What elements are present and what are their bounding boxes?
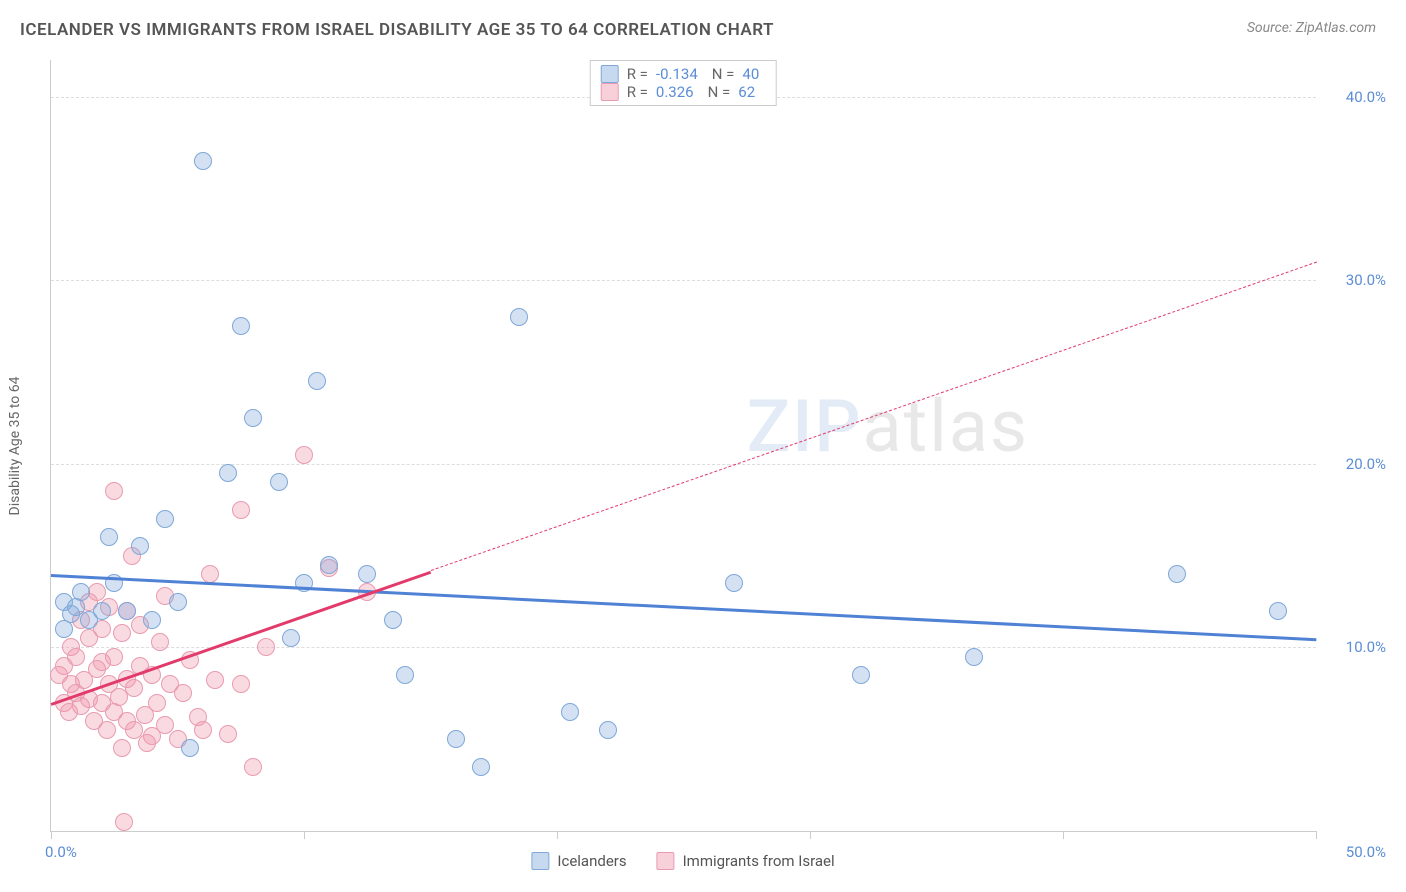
chart-title: ICELANDER VS IMMIGRANTS FROM ISRAEL DISA… — [20, 20, 774, 40]
data-point — [194, 721, 212, 739]
data-point — [98, 721, 116, 739]
data-point — [244, 409, 262, 427]
data-point — [510, 308, 528, 326]
y-tick-label: 20.0% — [1326, 455, 1386, 473]
data-point — [447, 730, 465, 748]
gridline — [51, 280, 1316, 281]
data-point — [295, 446, 313, 464]
data-point — [156, 510, 174, 528]
data-point — [232, 501, 250, 519]
data-point — [93, 602, 111, 620]
data-point — [201, 565, 219, 583]
x-tick — [1316, 831, 1317, 839]
data-point — [244, 758, 262, 776]
data-point — [257, 638, 275, 656]
n-value-a: 40 — [742, 65, 759, 83]
data-point — [115, 813, 133, 831]
data-point — [1269, 602, 1287, 620]
data-point — [219, 464, 237, 482]
data-point — [358, 565, 376, 583]
r-value-a: -0.134 — [656, 65, 698, 83]
r-value-b: 0.326 — [656, 83, 694, 101]
data-point — [151, 633, 169, 651]
data-point — [206, 671, 224, 689]
data-point — [599, 721, 617, 739]
y-tick-label: 30.0% — [1326, 271, 1386, 289]
n-value-b: 62 — [738, 83, 755, 101]
y-tick-label: 10.0% — [1326, 638, 1386, 656]
data-point — [308, 372, 326, 390]
data-point — [118, 602, 136, 620]
data-point — [174, 684, 192, 702]
data-point — [100, 528, 118, 546]
data-point — [232, 675, 250, 693]
trendline — [430, 262, 1316, 571]
y-axis-label: Disability Age 35 to 64 — [7, 377, 23, 516]
series-legend: Icelanders Immigrants from Israel — [531, 852, 834, 870]
data-point — [67, 648, 85, 666]
x-tick — [810, 831, 811, 839]
x-tick-label: 0.0% — [45, 843, 77, 861]
data-point — [561, 703, 579, 721]
correlation-chart: ZIPatlas 10.0%20.0%30.0%40.0%0.0%50.0% D… — [50, 60, 1316, 832]
trendline — [51, 574, 1316, 641]
data-point — [131, 537, 149, 555]
data-point — [270, 473, 288, 491]
gridline — [51, 647, 1316, 648]
source-attribution: Source: ZipAtlas.com — [1247, 20, 1376, 36]
legend-row-b: R = 0.326 N = 62 — [601, 83, 766, 101]
data-point — [725, 574, 743, 592]
data-point — [105, 482, 123, 500]
plot-area: ZIPatlas 10.0%20.0%30.0%40.0%0.0%50.0% — [50, 60, 1316, 832]
data-point — [156, 716, 174, 734]
data-point — [72, 583, 90, 601]
gridline — [51, 464, 1316, 465]
legend-row-a: R = -0.134 N = 40 — [601, 65, 766, 83]
data-point — [169, 593, 187, 611]
x-tick — [51, 831, 52, 839]
y-tick-label: 40.0% — [1326, 88, 1386, 106]
data-point — [143, 611, 161, 629]
data-point — [384, 611, 402, 629]
data-point — [105, 648, 123, 666]
x-tick — [304, 831, 305, 839]
correlation-legend: R = -0.134 N = 40 R = 0.326 N = 62 — [590, 60, 777, 106]
swatch-icon — [657, 852, 675, 870]
data-point — [194, 152, 212, 170]
swatch-icon — [531, 852, 549, 870]
data-point — [320, 556, 338, 574]
swatch-icon — [601, 65, 619, 83]
x-tick — [557, 831, 558, 839]
x-tick-label: 50.0% — [1326, 843, 1386, 861]
data-point — [232, 317, 250, 335]
data-point — [472, 758, 490, 776]
data-point — [965, 648, 983, 666]
data-point — [396, 666, 414, 684]
data-point — [181, 739, 199, 757]
data-point — [113, 624, 131, 642]
legend-item-a: Icelanders — [531, 852, 626, 870]
data-point — [55, 620, 73, 638]
data-point — [852, 666, 870, 684]
swatch-icon — [601, 83, 619, 101]
legend-item-b: Immigrants from Israel — [657, 852, 835, 870]
data-point — [1168, 565, 1186, 583]
data-point — [148, 694, 166, 712]
data-point — [113, 739, 131, 757]
data-point — [219, 725, 237, 743]
x-tick — [1063, 831, 1064, 839]
data-point — [125, 679, 143, 697]
data-point — [282, 629, 300, 647]
watermark: ZIPatlas — [747, 384, 1029, 469]
